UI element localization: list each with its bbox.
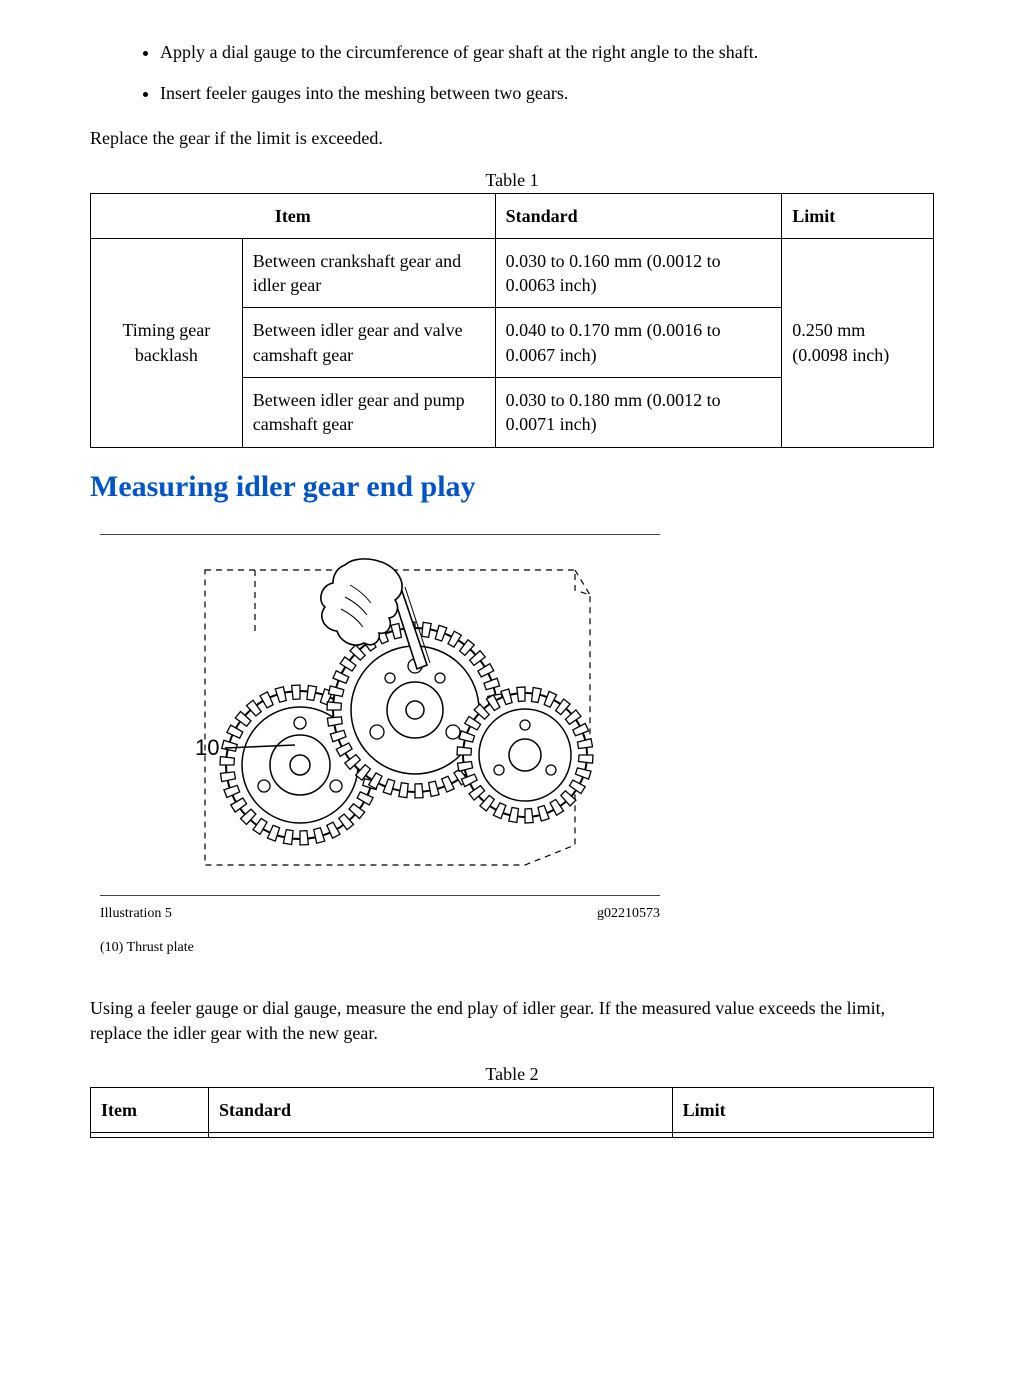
gear-illustration: 10 [145,545,615,885]
standard-value: 0.030 to 0.180 mm (0.0012 to 0.0071 inch… [495,378,782,448]
th-standard: Standard [209,1088,673,1133]
table-header-row: Item Standard Limit [91,193,934,238]
illustration-meta: Illustration 5 g02210573 [100,906,660,922]
illustration-block: 10 [100,534,660,896]
sub-item: Between crankshaft gear and idler gear [242,238,495,308]
replace-note: Replace the gear if the limit is exceede… [90,126,934,151]
cell-empty [209,1133,673,1138]
table2-caption: Table 2 [90,1064,934,1085]
rowspan-label: Timing gear backlash [91,238,243,447]
instruction-list: Apply a dial gauge to the circumference … [90,40,934,106]
section-heading: Measuring idler gear end play [90,470,934,504]
th-limit: Limit [782,193,934,238]
table-row: Timing gear backlash Between crankshaft … [91,238,934,308]
illustration-caption-right: g02210573 [597,906,660,922]
bullet-item: Insert feeler gauges into the meshing be… [160,81,934,106]
th-limit: Limit [672,1088,933,1133]
standard-value: 0.030 to 0.160 mm (0.0012 to 0.0063 inch… [495,238,782,308]
callout-label: 10 [195,735,219,760]
table2: Item Standard Limit [90,1087,934,1138]
bullet-item: Apply a dial gauge to the circumference … [160,40,934,65]
table-header-row: Item Standard Limit [91,1088,934,1133]
standard-value: 0.040 to 0.170 mm (0.0016 to 0.0067 inch… [495,308,782,378]
gauge-paragraph: Using a feeler gauge or dial gauge, meas… [90,996,934,1046]
table1: Item Standard Limit Timing gear backlash… [90,193,934,448]
th-item: Item [91,193,496,238]
table1-caption: Table 1 [90,170,934,191]
table-row [91,1133,934,1138]
th-standard: Standard [495,193,782,238]
illustration-rule-top [100,534,660,535]
cell-empty [672,1133,933,1138]
sub-item: Between idler gear and pump camshaft gea… [242,378,495,448]
illustration-note: (10) Thrust plate [100,940,934,956]
illustration-rule-bottom [100,895,660,896]
cell-empty [91,1133,209,1138]
illustration-caption-left: Illustration 5 [100,906,172,922]
limit-value: 0.250 mm (0.0098 inch) [782,238,934,447]
th-item: Item [91,1088,209,1133]
sub-item: Between idler gear and valve camshaft ge… [242,308,495,378]
